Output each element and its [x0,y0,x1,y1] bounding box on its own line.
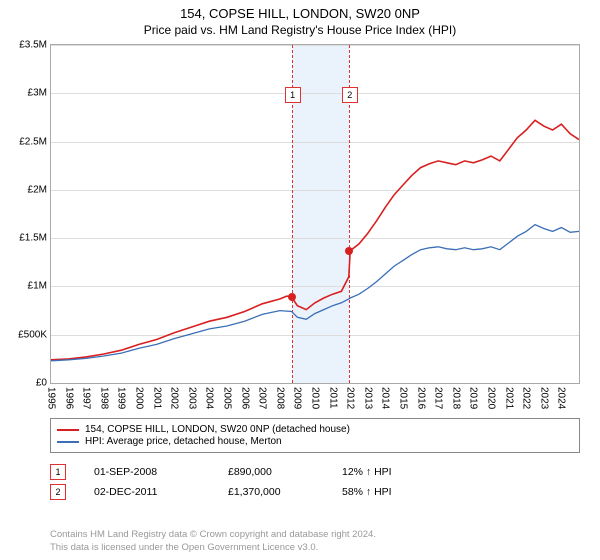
x-axis-label: 2016 [415,387,426,409]
x-axis-label: 2002 [169,387,180,409]
x-axis-label: 2015 [398,387,409,409]
legend-label: 154, COPSE HILL, LONDON, SW20 0NP (detac… [85,424,350,435]
event-pct: 58% ↑ HPI [342,486,432,498]
event-row: 1 01-SEP-2008 £890,000 12% ↑ HPI [50,464,432,480]
chart-container: 154, COPSE HILL, LONDON, SW20 0NP Price … [0,0,600,560]
x-axis-label: 2020 [486,387,497,409]
x-axis-label: 2012 [345,387,356,409]
footnote-line: Contains HM Land Registry data © Crown c… [50,529,376,541]
x-axis-label: 2008 [274,387,285,409]
legend-label: HPI: Average price, detached house, Mert… [85,436,282,447]
series-line [51,120,579,359]
x-axis-label: 1995 [46,387,57,409]
x-axis-label: 2023 [538,387,549,409]
x-axis-label: 2019 [468,387,479,409]
y-axis-label: £1M [28,281,47,292]
y-axis-label: £3.5M [19,40,47,51]
x-axis-label: 1996 [63,387,74,409]
x-axis-label: 2009 [292,387,303,409]
x-axis-label: 2011 [327,387,338,409]
x-axis-label: 2024 [556,387,567,409]
x-axis-label: 2017 [433,387,444,409]
x-axis-label: 2021 [503,387,514,409]
title-sub: Price paid vs. HM Land Registry's House … [0,23,600,37]
event-marker-icon: 1 [50,464,66,480]
events-table: 1 01-SEP-2008 £890,000 12% ↑ HPI 2 02-DE… [50,460,432,504]
event-price: £1,370,000 [228,486,318,498]
legend-row: 154, COPSE HILL, LONDON, SW20 0NP (detac… [57,424,573,435]
legend-swatch [57,441,79,443]
x-axis-label: 2004 [204,387,215,409]
event-date: 02-DEC-2011 [94,486,204,498]
x-axis-label: 2010 [310,387,321,409]
footnote: Contains HM Land Registry data © Crown c… [50,529,376,554]
event-row: 2 02-DEC-2011 £1,370,000 58% ↑ HPI [50,484,432,500]
x-axis-label: 2014 [380,387,391,409]
x-axis-label: 2013 [362,387,373,409]
footnote-line: This data is licensed under the Open Gov… [50,542,376,554]
x-axis-label: 1999 [116,387,127,409]
title-block: 154, COPSE HILL, LONDON, SW20 0NP Price … [0,0,600,37]
x-axis-label: 2007 [257,387,268,409]
x-axis-label: 1997 [81,387,92,409]
y-axis-label: £2M [28,184,47,195]
x-axis-label: 2005 [222,387,233,409]
event-price: £890,000 [228,466,318,478]
legend-swatch [57,429,79,431]
x-axis-label: 2003 [186,387,197,409]
y-axis-label: £500K [18,329,47,340]
chart-plot-area: £0£500K£1M£1.5M£2M£2.5M£3M£3.5M199519961… [50,44,580,384]
y-axis-label: £3M [28,88,47,99]
x-axis-label: 2018 [450,387,461,409]
title-main: 154, COPSE HILL, LONDON, SW20 0NP [0,6,600,21]
event-marker-icon: 2 [50,484,66,500]
y-axis-label: £1.5M [19,233,47,244]
x-axis-label: 2006 [239,387,250,409]
x-axis-label: 1998 [98,387,109,409]
x-axis-label: 2001 [151,387,162,409]
series-line [51,225,579,361]
legend-row: HPI: Average price, detached house, Mert… [57,436,573,447]
event-pct: 12% ↑ HPI [342,466,432,478]
event-date: 01-SEP-2008 [94,466,204,478]
legend: 154, COPSE HILL, LONDON, SW20 0NP (detac… [50,418,580,453]
x-axis-label: 2022 [521,387,532,409]
x-axis-label: 2000 [134,387,145,409]
y-axis-label: £2.5M [19,136,47,147]
